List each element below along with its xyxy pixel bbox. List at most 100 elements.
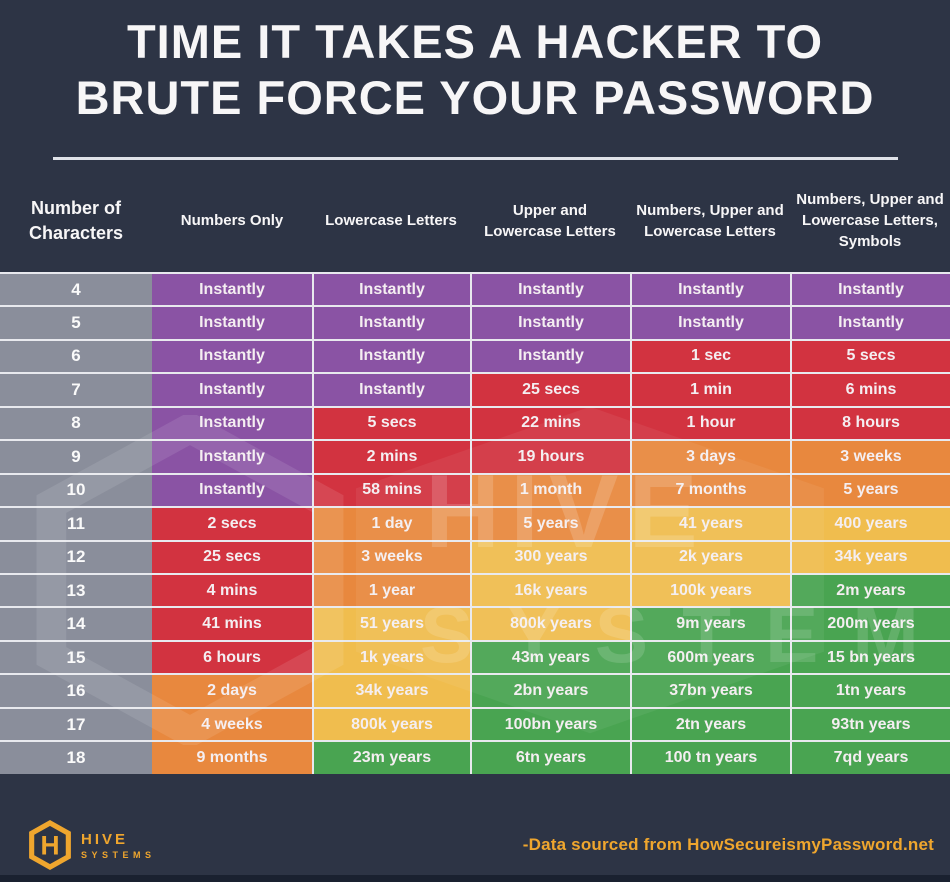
time-cell: 4 mins [152,574,312,607]
time-cell: Instantly [470,273,630,306]
char-count-cell: 13 [0,574,152,607]
time-cell: 41 mins [152,608,312,640]
time-cell: 5 secs [790,340,950,373]
char-count-cell: 18 [0,742,152,774]
time-cell: 1tn years [790,675,950,707]
table-row: 17 4 weeks 800k years 100bn years 2tn years 9… [0,706,950,741]
char-count-cell: 7 [0,374,152,406]
page-title: TIME IT TAKES A HACKER TO BRUTE FORCE YO… [0,0,950,127]
time-cell: 1 sec [630,340,790,373]
time-cell: 2 mins [312,441,470,473]
column-header-num-upper-lower: Numbers, Upper and Lowercase Letters [636,201,784,240]
time-cell: 15 bn years [790,641,950,674]
time-cell: 1 min [630,374,790,406]
column-header-lowercase: Lowercase Letters [325,212,457,230]
time-cell: 23m years [312,742,470,774]
time-cell: 1 day [312,508,470,540]
time-cell: 25 secs [152,541,312,573]
table-row: 14 41 mins 51 years 800k years 9m years 200m … [0,606,950,640]
time-cell: Instantly [312,374,470,406]
char-count-cell: 8 [0,407,152,440]
char-count-cell: 15 [0,641,152,674]
time-cell: Instantly [630,273,790,306]
time-cell: 100k years [630,574,790,607]
time-cell: Instantly [152,441,312,473]
time-cell: 3 weeks [790,441,950,473]
time-cell: 200m years [790,608,950,640]
char-count-cell: 4 [0,273,152,306]
time-cell: 800k years [470,608,630,640]
table-row: 4 Instantly Instantly Instantly Instantly Ins… [0,271,950,306]
time-cell: Instantly [312,307,470,339]
char-count-cell: 6 [0,340,152,373]
data-source-note: -Data sourced from HowSecureismyPassword… [522,835,934,854]
time-cell: 41 years [630,508,790,540]
time-cell: 1k years [312,641,470,674]
title-line-2: BRUTE FORCE YOUR PASSWORD [75,71,875,125]
table-row: 5 Instantly Instantly Instantly Instantly Ins… [0,305,950,339]
time-cell: 4 weeks [152,708,312,741]
time-cell: 5 secs [312,407,470,440]
time-cell: 400 years [790,508,950,540]
time-cell: 93tn years [790,708,950,741]
time-cell: 9 months [152,742,312,774]
time-cell: Instantly [152,407,312,440]
time-cell: 2k years [630,541,790,573]
time-cell: Instantly [790,307,950,339]
table-row: 10 Instantly 58 mins 1 month 7 months 5 years [0,472,950,507]
time-cell: 9m years [630,608,790,640]
char-count-cell: 16 [0,675,152,707]
table-row: 7 Instantly Instantly 25 secs 1 min 6 mins [0,372,950,406]
title-line-1: TIME IT TAKES A HACKER TO [126,15,824,68]
char-count-cell: 17 [0,708,152,741]
time-cell: 6 mins [790,374,950,406]
time-cell: 22 mins [470,407,630,440]
hive-systems-brand: H HIVE SYSTEMS [28,820,156,870]
time-cell: 1 hour [630,407,790,440]
time-cell: 2bn years [470,675,630,707]
column-header-characters: Number of Characters [28,198,124,243]
table-row: 15 6 hours 1k years 43m years 600m years 15 b… [0,639,950,674]
time-cell: Instantly [470,307,630,339]
time-cell: 51 years [312,608,470,640]
time-cell: Instantly [630,307,790,339]
time-cell: Instantly [312,340,470,373]
footer: H HIVE SYSTEMS -Data sourced from HowSec… [0,815,950,875]
time-cell: 7qd years [790,742,950,774]
char-count-cell: 14 [0,608,152,640]
time-cell: 100 tn years [630,742,790,774]
table-row: 8 Instantly 5 secs 22 mins 1 hour 8 hours [0,405,950,440]
time-cell: Instantly [152,474,312,507]
brand-text: HIVE SYSTEMS [81,831,156,860]
time-cell: 2 days [152,675,312,707]
time-cell: 7 months [630,474,790,507]
table-row: 18 9 months 23m years 6tn years 100 tn years… [0,740,950,774]
time-cell: Instantly [152,374,312,406]
time-cell: 3 days [630,441,790,473]
time-cell: 5 years [790,474,950,507]
time-cell: Instantly [470,340,630,373]
time-cell: 2 secs [152,508,312,540]
time-cell: 6tn years [470,742,630,774]
time-cell: Instantly [152,340,312,373]
time-cell: 2tn years [630,708,790,741]
brand-name-systems: SYSTEMS [81,849,156,860]
time-cell: 37bn years [630,675,790,707]
time-cell: 58 mins [312,474,470,507]
char-count-cell: 11 [0,508,152,540]
time-cell: 300 years [470,541,630,573]
table-row: 16 2 days 34k years 2bn years 37bn years 1tn … [0,673,950,707]
time-cell: Instantly [790,273,950,306]
time-cell: Instantly [312,273,470,306]
bottom-strip [0,875,950,882]
brand-name-hive: HIVE [81,830,129,848]
time-cell: 25 secs [470,374,630,406]
hive-logo-icon: H [29,820,71,870]
time-cell: 43m years [470,641,630,674]
char-count-cell: 5 [0,307,152,339]
time-cell: 1 year [312,574,470,607]
table-row: 13 4 mins 1 year 16k years 100k years 2m year… [0,572,950,607]
char-count-cell: 12 [0,541,152,573]
column-headers: Number of Characters Numbers Only Lowerc… [0,160,950,272]
